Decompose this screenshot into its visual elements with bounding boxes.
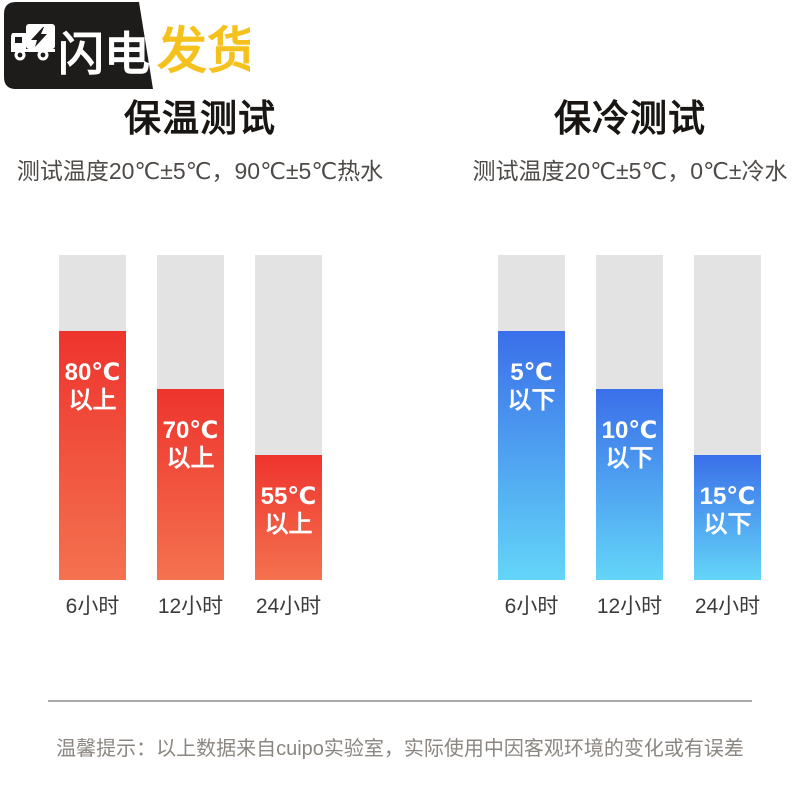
cold-chart-title: 保冷测试 [554, 98, 706, 139]
bar-fill: 10℃ 以下 [596, 388, 663, 580]
bar-fill: 5℃ 以下 [498, 331, 565, 580]
bar-track: 10℃ 以下 [596, 255, 663, 580]
heat-bar-12h: 70℃ 以上 12小时 [157, 255, 224, 619]
footer-divider [48, 700, 752, 702]
bar-time-label: 6小时 [65, 595, 120, 618]
delivery-truck-icon [11, 24, 55, 61]
bar-value-label: 5℃ 以下 [507, 359, 556, 415]
bar-track: 55℃ 以上 [255, 255, 322, 580]
bar-track: 80℃ 以上 [59, 255, 126, 580]
bar-track: 5℃ 以下 [498, 255, 565, 580]
cold-bar-6h: 5℃ 以下 6小时 [498, 255, 565, 619]
bar-fill: 55℃ 以上 [255, 454, 322, 580]
bar-time-label: 6小时 [504, 595, 559, 618]
cold-bars-row: 5℃ 以下 6小时 10℃ 以下 12小时 [498, 255, 761, 619]
badge-background [4, 2, 153, 89]
badge-text-secondary: 发货 [157, 23, 250, 79]
bar-time-label: 24小时 [255, 595, 322, 618]
bar-time-label: 12小时 [157, 595, 224, 618]
cold-retention-chart: 保冷测试 测试温度20℃±5℃，0℃±冷水 5℃ 以下 6小时 [460, 0, 800, 650]
bar-fill: 70℃ 以上 [157, 388, 224, 580]
bar-track: 15℃ 以下 [694, 255, 761, 580]
bar-time-label: 12小时 [596, 595, 663, 618]
cold-bar-12h: 10℃ 以下 12小时 [596, 255, 663, 619]
bar-value-label: 15℃ 以下 [699, 482, 756, 538]
cold-chart-subtitle: 测试温度20℃±5℃，0℃±冷水 [472, 158, 788, 184]
bar-value-label: 10℃ 以下 [601, 416, 658, 472]
bar-time-label: 24小时 [694, 595, 761, 618]
bar-fill: 15℃ 以下 [694, 454, 761, 580]
heat-bars-row: 80℃ 以上 6小时 70℃ 以上 12小时 [59, 255, 322, 619]
bar-value-label: 55℃ 以上 [260, 482, 317, 538]
footer-note: 温馨提示：以上数据来自cuipo实验室，实际使用中因客观环境的变化或有误差 [56, 738, 744, 760]
lightning-bolt-icon [31, 27, 47, 47]
heat-bar-24h: 55℃ 以上 24小时 [255, 255, 322, 619]
bar-track: 70℃ 以上 [157, 255, 224, 580]
badge-text-primary: 闪电 [58, 28, 150, 80]
bar-value-label: 70℃ 以上 [162, 416, 219, 472]
heat-chart-subtitle: 测试温度20℃±5℃，90℃±5℃热水 [16, 158, 384, 184]
bar-fill: 80℃ 以上 [59, 331, 126, 580]
heat-retention-chart: 保温测试 测试温度20℃±5℃，90℃±5℃热水 80℃ 以上 6小时 [0, 0, 400, 650]
heat-bar-6h: 80℃ 以上 6小时 [59, 255, 126, 619]
cold-bar-24h: 15℃ 以下 24小时 [694, 255, 761, 619]
heat-chart-title: 保温测试 [124, 98, 276, 139]
shipping-badge: 闪电 发货 [0, 0, 260, 96]
shipping-badge-graphic: 闪电 发货 [4, 2, 257, 89]
bar-value-label: 80℃ 以上 [64, 359, 121, 415]
